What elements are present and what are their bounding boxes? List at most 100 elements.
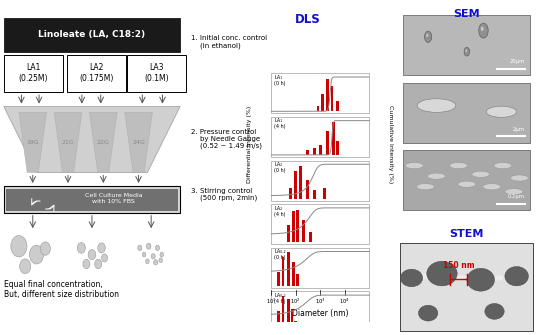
Text: Cell Culture Media
with 10% FBS: Cell Culture Media with 10% FBS	[85, 193, 142, 204]
Text: 0.2μm: 0.2μm	[508, 194, 525, 199]
Bar	[302, 220, 304, 242]
Bar	[314, 190, 316, 199]
Bar	[294, 171, 297, 199]
Bar	[271, 248, 369, 288]
Bar	[287, 299, 290, 329]
Circle shape	[77, 243, 85, 253]
Ellipse shape	[472, 171, 490, 178]
Polygon shape	[54, 112, 82, 173]
Ellipse shape	[417, 99, 456, 112]
Circle shape	[88, 250, 96, 260]
Bar	[289, 188, 292, 199]
Ellipse shape	[458, 181, 476, 187]
Text: 1. Initial conc. control
    (in ethanol): 1. Initial conc. control (in ethanol)	[191, 35, 267, 49]
Text: $10^{3}$: $10^{3}$	[315, 297, 326, 306]
Circle shape	[154, 260, 158, 265]
Ellipse shape	[485, 304, 504, 319]
Circle shape	[143, 252, 146, 257]
Circle shape	[426, 34, 428, 37]
Text: 19G: 19G	[26, 140, 39, 145]
Bar	[323, 188, 326, 199]
Ellipse shape	[494, 162, 512, 169]
Bar	[319, 145, 322, 155]
Text: 150 nm: 150 nm	[443, 261, 474, 270]
Ellipse shape	[419, 305, 438, 321]
Bar	[321, 94, 324, 111]
Bar	[292, 262, 295, 286]
Bar	[309, 232, 312, 242]
Circle shape	[101, 254, 108, 262]
Bar	[314, 148, 316, 155]
Text: $10^{2}$: $10^{2}$	[291, 297, 301, 306]
Polygon shape	[4, 107, 180, 173]
Bar	[403, 15, 531, 75]
Bar	[287, 252, 290, 286]
Text: Diameter (nm): Diameter (nm)	[292, 309, 348, 318]
Bar	[271, 160, 369, 201]
FancyBboxPatch shape	[4, 18, 180, 52]
Circle shape	[95, 259, 102, 269]
Circle shape	[29, 245, 43, 264]
Circle shape	[40, 242, 50, 255]
Bar	[326, 131, 329, 155]
Circle shape	[146, 259, 149, 264]
Bar	[306, 180, 309, 199]
Circle shape	[159, 258, 162, 263]
Bar	[326, 79, 329, 111]
Text: DLS: DLS	[295, 13, 321, 26]
Circle shape	[20, 259, 31, 274]
Text: 2μm: 2μm	[513, 127, 525, 132]
Bar	[403, 83, 531, 143]
Bar	[332, 122, 335, 155]
Polygon shape	[19, 112, 47, 173]
Circle shape	[98, 243, 105, 253]
Ellipse shape	[486, 106, 517, 117]
Circle shape	[481, 26, 483, 31]
Bar	[294, 321, 297, 329]
Bar	[281, 257, 285, 286]
Bar	[336, 101, 339, 111]
Text: LA₂
(0 h): LA₂ (0 h)	[274, 162, 286, 173]
Ellipse shape	[405, 162, 423, 169]
Bar	[306, 150, 309, 155]
Circle shape	[138, 245, 142, 251]
Text: 22G: 22G	[97, 140, 110, 145]
Text: SEM: SEM	[453, 9, 480, 19]
Text: LA1
(0.25M): LA1 (0.25M)	[19, 63, 48, 83]
Text: Linoleate (LA, C18:2): Linoleate (LA, C18:2)	[39, 30, 145, 39]
Text: 2. Pressure control
    by Needle Gauge
    (0.52 ~ 1.49 m/s): 2. Pressure control by Needle Gauge (0.5…	[191, 129, 263, 149]
Bar	[400, 243, 533, 331]
Polygon shape	[125, 112, 152, 173]
Text: $10^{4}$: $10^{4}$	[339, 297, 350, 306]
Text: LA₁
(0 h): LA₁ (0 h)	[274, 75, 286, 86]
FancyBboxPatch shape	[4, 186, 180, 213]
Bar	[296, 210, 299, 242]
FancyBboxPatch shape	[127, 55, 187, 92]
Text: LA₀.₂
(4 h): LA₀.₂ (4 h)	[274, 293, 286, 304]
Circle shape	[151, 254, 155, 259]
Ellipse shape	[421, 273, 433, 279]
Text: LA2
(0.175M): LA2 (0.175M)	[79, 63, 114, 83]
Bar	[271, 204, 369, 244]
Ellipse shape	[456, 275, 467, 281]
Circle shape	[146, 243, 151, 249]
Polygon shape	[90, 112, 117, 173]
FancyBboxPatch shape	[6, 189, 177, 211]
Ellipse shape	[450, 162, 467, 169]
Ellipse shape	[510, 175, 528, 181]
Circle shape	[11, 236, 27, 257]
Circle shape	[464, 47, 470, 56]
Circle shape	[425, 31, 431, 43]
FancyBboxPatch shape	[67, 55, 126, 92]
Text: 20μm: 20μm	[510, 59, 525, 64]
Bar	[403, 150, 531, 210]
Circle shape	[160, 252, 163, 257]
Circle shape	[83, 259, 90, 269]
FancyBboxPatch shape	[4, 55, 63, 92]
Circle shape	[155, 245, 160, 251]
Text: $10^{1}$: $10^{1}$	[266, 297, 277, 306]
Bar	[291, 309, 293, 329]
Text: STEM: STEM	[450, 229, 484, 239]
Ellipse shape	[505, 189, 523, 195]
Bar	[281, 296, 285, 329]
